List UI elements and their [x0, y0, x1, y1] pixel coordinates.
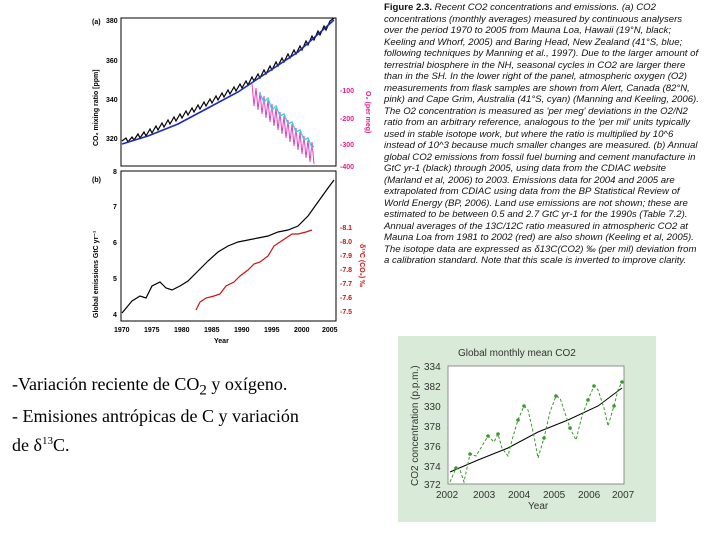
caption-text: Recent CO2 concentrations and emissions.… [384, 2, 699, 266]
b-ytick-right: -7.6 [340, 295, 352, 302]
data-point [592, 384, 596, 388]
r-ytick: 374 [424, 462, 441, 473]
a-ytick: 340 [106, 97, 118, 104]
caption-title: Figure 2.3. [384, 2, 432, 13]
note-line-1: -Variación reciente de CO2 y oxígeno. [12, 372, 372, 404]
a-ytick: 360 [106, 58, 118, 65]
series-o2-cape-grim [259, 93, 315, 150]
r-ytick: 382 [424, 382, 441, 393]
note-line-2: - Emisiones antrópicas de C y variación [12, 405, 299, 426]
right-xticks: 2002 2003 2004 2005 2006 2007 [436, 490, 635, 501]
panel-b-ylabel-right: δ¹³C (CO₂) ‰ [358, 244, 365, 287]
b-xtick: 1985 [204, 327, 220, 334]
r-xtick: 2004 [508, 490, 531, 501]
b-ytick-right: -8.1 [340, 225, 352, 232]
global-monthly-co2-chart: Global monthly mean CO2 334 382 330 378 … [398, 336, 656, 522]
b-xtick: 1975 [144, 327, 160, 334]
data-point [454, 466, 458, 470]
b-ytick-right: -8.0 [340, 239, 352, 246]
note-line-3-sup: 13 [41, 434, 53, 447]
r-xtick: 2005 [543, 490, 566, 501]
r-xtick: 2002 [436, 490, 459, 501]
a-ytick: 380 [106, 18, 118, 25]
b-xtick: 1980 [174, 327, 190, 334]
data-point [516, 418, 520, 422]
b-ytick-right: -7.9 [340, 253, 352, 260]
note-line-3: de δ13C. [12, 429, 372, 458]
note-line-3-end: C. [52, 434, 70, 455]
r-ytick: 378 [424, 422, 441, 433]
data-point [522, 404, 526, 408]
note-line-3-text: de δ [12, 434, 42, 455]
b-ytick: 5 [113, 276, 117, 283]
data-point [468, 452, 472, 456]
panel-b-xticks: 1970 1975 1980 1985 1990 1995 2000 2005 [114, 327, 338, 334]
a-ytick-right: -100 [340, 88, 354, 95]
series-trend [449, 387, 623, 473]
right-yticks: 334 382 330 378 376 374 372 [424, 362, 441, 491]
figure-caption: Figure 2.3. Recent CO2 concentrations an… [384, 2, 702, 324]
series-emissions [121, 179, 335, 314]
r-xtick: 2007 [612, 490, 635, 501]
monthly-points [454, 380, 624, 470]
panel-b-yticks: 8 7 6 5 4 [113, 169, 117, 319]
b-ytick-right: -7.8 [340, 267, 352, 274]
data-point [542, 436, 546, 440]
b-xtick: 2000 [294, 327, 310, 334]
panel-a-label: (a) [92, 19, 101, 26]
a-ytick: 320 [106, 136, 118, 143]
panel-b-xlabel: Year [214, 338, 229, 344]
panel-a-yticks: 380 360 340 320 [106, 18, 118, 143]
ipcc-figure-panels: (a) CO₂ mixing ratio [ppm] 380 360 340 3… [92, 17, 371, 344]
b-ytick: 6 [113, 240, 117, 247]
b-xtick: 2005 [322, 327, 338, 334]
r-xtick: 2003 [473, 490, 496, 501]
panel-b-ylabel: Global emissions GtC yr⁻¹ [93, 230, 100, 318]
b-xtick: 1990 [234, 327, 250, 334]
data-point [568, 426, 572, 430]
note-line-1-text: -Variación reciente de CO [12, 374, 200, 394]
panel-b-label: (b) [92, 177, 101, 184]
data-point [496, 432, 500, 436]
panel-a-ylabel-right: O₂ (per meg) [364, 91, 371, 133]
note-line-1-end: y oxígeno. [206, 374, 288, 394]
panel-a-frame [120, 17, 337, 167]
r-xtick: 2006 [578, 490, 601, 501]
a-ytick-right: -400 [340, 164, 354, 171]
a-ytick-right: -200 [340, 116, 354, 123]
series-mauna-loa [121, 17, 335, 144]
b-ytick: 8 [113, 169, 117, 176]
r-ytick: 372 [424, 480, 441, 491]
right-xlabel: Year [528, 501, 549, 512]
data-point [620, 380, 624, 384]
panel-b-frame [120, 170, 337, 322]
data-point [612, 404, 616, 408]
right-ylabel: CO2 concentration (p.p.m.) [410, 365, 421, 486]
panel-a-ylabel: CO₂ mixing ratio [ppm] [93, 69, 100, 146]
series-d13c [195, 229, 313, 311]
plot-area [447, 365, 625, 485]
r-ytick: 334 [424, 362, 441, 373]
b-xtick: 1995 [264, 327, 280, 334]
panel-a-yticks-right: -100 -200 -300 -400 [340, 88, 354, 171]
data-point [486, 434, 490, 438]
series-baring-head [121, 19, 335, 145]
r-ytick: 330 [424, 402, 441, 413]
a-ytick-right: -300 [340, 142, 354, 149]
b-ytick-right: -7.7 [340, 281, 352, 288]
chart-title: Global monthly mean CO2 [458, 348, 576, 359]
note-line-1-sub: 2 [199, 382, 207, 399]
data-point [554, 394, 558, 398]
b-xtick: 1970 [114, 327, 130, 334]
b-ytick: 4 [113, 312, 117, 319]
r-ytick: 376 [424, 442, 441, 453]
slide-notes: -Variación reciente de CO2 y oxígeno. - … [12, 372, 372, 458]
b-ytick-right: -7.5 [340, 309, 352, 316]
data-point [586, 398, 590, 402]
panel-b-yticks-right: -8.1 -8.0 -7.9 -7.8 -7.7 -7.6 -7.5 [340, 225, 352, 316]
b-ytick: 7 [113, 204, 117, 211]
